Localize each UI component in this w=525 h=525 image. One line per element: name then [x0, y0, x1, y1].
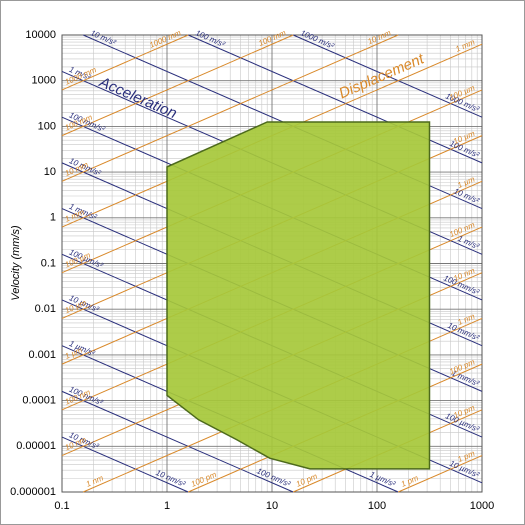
x-tick-label: 1	[164, 500, 170, 512]
x-tick-label: 10	[266, 500, 278, 512]
area	[166, 121, 431, 470]
plot-border	[61, 34, 483, 493]
y-tick-label: 0.00001	[16, 440, 56, 452]
displacement-line	[61, 34, 399, 182]
x-tick-label: 0.1	[54, 500, 69, 512]
displacement-line	[61, 34, 189, 91]
acceleration-line	[187, 34, 483, 164]
displacement-line	[397, 455, 483, 493]
x-tick-label: 100	[368, 500, 386, 512]
y-tick-label: 1000	[32, 75, 56, 87]
y-tick-label: 100	[38, 120, 56, 132]
y-tick-label: 0.000001	[10, 486, 56, 498]
displacement-line	[61, 34, 294, 137]
area-layer	[166, 121, 431, 470]
x-tick-label: 1000	[470, 500, 494, 512]
y-tick-label: 0.001	[28, 349, 56, 361]
y-tick-label: 0.1	[41, 257, 56, 269]
y-axis-label: Velocity (mm/s)	[10, 225, 22, 301]
y-tick-label: 0.0001	[22, 395, 56, 407]
y-tick-label: 10	[44, 166, 56, 178]
y-tick-label: 0.01	[35, 303, 56, 315]
acceleration-line	[61, 390, 294, 493]
y-tick-label: 10000	[25, 29, 56, 41]
y-tick-label: 1	[50, 212, 56, 224]
